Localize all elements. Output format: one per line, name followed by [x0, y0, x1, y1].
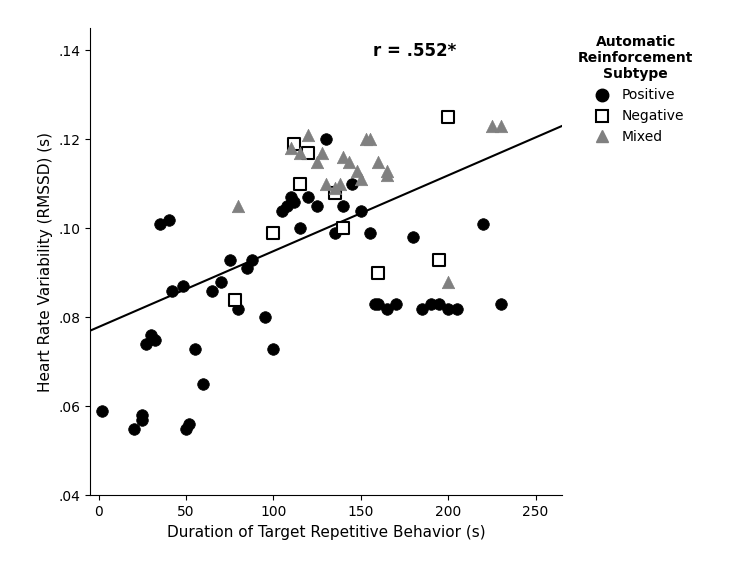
- Positive: [294, 224, 306, 233]
- Mixed: [334, 180, 346, 189]
- Positive: [372, 300, 384, 309]
- Positive: [337, 202, 349, 211]
- Negative: [303, 148, 315, 157]
- Positive: [148, 335, 160, 344]
- Mixed: [342, 157, 354, 166]
- Positive: [136, 415, 148, 425]
- Mixed: [232, 202, 244, 211]
- Mixed: [311, 157, 323, 166]
- Mixed: [316, 148, 328, 157]
- Positive: [246, 255, 258, 264]
- Mixed: [360, 135, 372, 144]
- Legend: Positive, Negative, Mixed: Positive, Negative, Mixed: [578, 35, 694, 144]
- Positive: [127, 424, 139, 433]
- Negative: [267, 229, 279, 238]
- Positive: [389, 300, 401, 309]
- Mixed: [355, 175, 367, 184]
- Mixed: [351, 166, 363, 175]
- Negative: [372, 269, 384, 278]
- Positive: [276, 206, 288, 215]
- Mixed: [294, 148, 306, 157]
- Positive: [285, 193, 297, 202]
- Positive: [215, 278, 227, 287]
- Positive: [145, 330, 157, 339]
- Negative: [294, 180, 306, 189]
- Positive: [442, 304, 454, 313]
- Negative: [229, 295, 241, 304]
- Positive: [407, 233, 419, 242]
- Negative: [329, 188, 341, 197]
- Positive: [355, 206, 367, 215]
- Negative: [434, 255, 446, 264]
- Positive: [416, 304, 428, 313]
- Positive: [451, 304, 463, 313]
- Positive: [303, 193, 315, 202]
- Negative: [288, 140, 300, 149]
- Mixed: [442, 278, 454, 287]
- Mixed: [329, 184, 341, 193]
- Mixed: [381, 171, 393, 180]
- Positive: [154, 220, 166, 229]
- Positive: [494, 300, 506, 309]
- Positive: [140, 339, 152, 348]
- Positive: [184, 420, 195, 429]
- Mixed: [285, 144, 297, 153]
- Y-axis label: Heart Rate Variability (RMSSD) (s): Heart Rate Variability (RMSSD) (s): [37, 132, 52, 392]
- Positive: [267, 344, 279, 353]
- Positive: [363, 229, 375, 238]
- Positive: [224, 255, 236, 264]
- Mixed: [320, 180, 332, 189]
- X-axis label: Duration of Target Repetitive Behavior (s): Duration of Target Repetitive Behavior (…: [166, 525, 485, 540]
- Positive: [381, 304, 393, 313]
- Positive: [96, 406, 108, 415]
- Negative: [442, 113, 454, 122]
- Positive: [258, 313, 270, 322]
- Negative: [337, 224, 349, 233]
- Positive: [346, 180, 358, 189]
- Positive: [163, 215, 175, 224]
- Positive: [180, 424, 192, 433]
- Mixed: [381, 166, 393, 175]
- Positive: [369, 300, 380, 309]
- Positive: [311, 202, 323, 211]
- Mixed: [363, 135, 375, 144]
- Mixed: [337, 153, 349, 162]
- Positive: [232, 304, 244, 313]
- Text: r = .552*: r = .552*: [373, 42, 456, 60]
- Positive: [189, 344, 201, 353]
- Positive: [288, 197, 300, 206]
- Mixed: [372, 157, 384, 166]
- Mixed: [494, 122, 506, 131]
- Mixed: [486, 122, 498, 131]
- Positive: [198, 379, 210, 388]
- Positive: [320, 135, 332, 144]
- Mixed: [303, 131, 315, 140]
- Positive: [166, 286, 178, 295]
- Positive: [477, 220, 489, 229]
- Positive: [425, 300, 437, 309]
- Positive: [241, 264, 253, 273]
- Positive: [434, 300, 446, 309]
- Positive: [329, 229, 341, 238]
- Positive: [206, 286, 218, 295]
- Positive: [177, 282, 189, 291]
- Positive: [282, 202, 294, 211]
- Positive: [136, 411, 148, 420]
